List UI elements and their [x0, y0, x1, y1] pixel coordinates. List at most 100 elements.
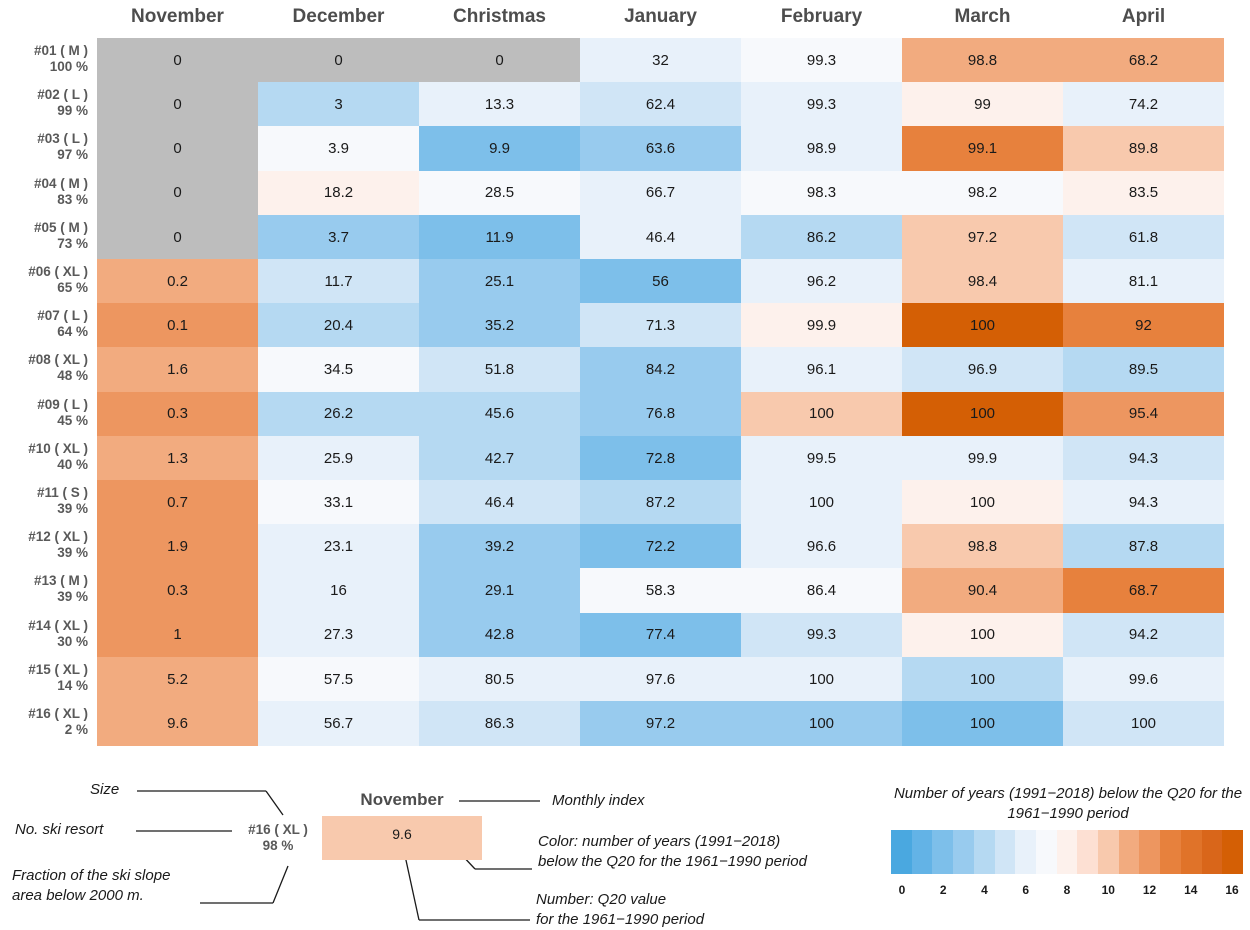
- colorbar-tick-label: 4: [981, 883, 988, 897]
- legend-number-desc: Number: Q20 value for the 1961−1990 peri…: [536, 891, 705, 928]
- heatmap-cell: 68.2: [1063, 38, 1224, 83]
- colorbar-swatch: [1035, 830, 1057, 874]
- resort-id: #05 ( M ): [33, 219, 88, 235]
- heatmap-cell: 32: [580, 38, 741, 83]
- colorbar-swatch: [932, 830, 954, 874]
- heatmap-cell: 1.3: [97, 435, 258, 481]
- heatmap-cell: 23.1: [258, 524, 419, 569]
- heatmap-cell: 3.9: [258, 126, 419, 172]
- heatmap-cell: 62.4: [580, 82, 741, 127]
- heatmap-cell: 98.9: [741, 126, 902, 172]
- column-header: November: [131, 6, 224, 27]
- heatmap-cell: 100: [902, 391, 1063, 437]
- row-label: #03 ( L ) 97 %: [0, 131, 88, 163]
- heatmap-cell: 89.5: [1063, 347, 1224, 393]
- legend-example-value: 9.6: [392, 826, 412, 842]
- resort-id: #07 ( L ): [37, 308, 88, 324]
- heatmap-cell: 96.1: [741, 347, 902, 393]
- heatmap-cell: 20.4: [258, 303, 419, 348]
- resort-id: #11 ( S ): [36, 485, 88, 500]
- row-label: #13 ( M ) 39 %: [0, 573, 88, 605]
- row-label: #09 ( L ) 45 %: [0, 397, 88, 429]
- row-label: #02 ( L ) 99 %: [0, 87, 88, 119]
- heatmap-cell: 25.9: [258, 435, 419, 481]
- slope-fraction: 99 %: [57, 103, 88, 119]
- heatmap-cell: 28.5: [419, 170, 580, 216]
- heatmap-cell: 33.1: [258, 480, 419, 525]
- heatmap-cell: 94.2: [1063, 612, 1224, 658]
- heatmap-cell: 39.2: [419, 524, 580, 569]
- colorbar-swatch: [1015, 830, 1036, 874]
- resort-id: #10 ( XL ): [28, 440, 88, 456]
- legend-example-id: #16 ( XL ): [248, 822, 308, 837]
- heatmap-cell: 58.3: [580, 568, 741, 614]
- legend-color-desc: Color: number of years (1991−2018) below…: [538, 833, 807, 870]
- colorbar-swatch: [1098, 830, 1119, 874]
- heatmap-cell: 0: [97, 214, 258, 260]
- row-label: #01 ( M ) 100 %: [0, 43, 88, 75]
- heatmap-cell: 87.2: [580, 480, 741, 525]
- heatmap-cell: 71.3: [580, 303, 741, 348]
- slope-fraction: 83 %: [57, 191, 88, 207]
- heatmap-cell: 99.9: [902, 435, 1063, 481]
- heatmap-cell: 98.8: [902, 524, 1063, 569]
- heatmap-cell: 34.5: [258, 347, 419, 393]
- heatmap-cell: 100: [741, 701, 902, 746]
- heatmap-cell: 0.7: [97, 480, 258, 525]
- heatmap-cell: 46.4: [580, 214, 741, 260]
- heatmap-cell: 96.9: [902, 347, 1063, 393]
- heatmap-cell: 0: [258, 38, 419, 83]
- slope-fraction: 30 %: [57, 633, 88, 649]
- colorbar: [891, 830, 1243, 874]
- colorbar-swatch: [973, 830, 995, 874]
- colorbar-tick-label: 10: [1101, 883, 1115, 897]
- row-label: #05 ( M ) 73 %: [0, 220, 88, 252]
- heatmap-cell: 72.8: [580, 435, 741, 481]
- legend-resort-label: No. ski resort: [15, 821, 104, 838]
- heatmap-cell: 13.3: [419, 82, 580, 127]
- colorbar-tick-label: 0: [898, 883, 906, 897]
- heatmap-cell: 76.8: [580, 391, 741, 437]
- column-header: March: [954, 6, 1011, 27]
- row-label: #04 ( M ) 83 %: [0, 176, 88, 208]
- heatmap-cell: 9.6: [97, 701, 258, 746]
- heatmap-cell: 3.7: [258, 214, 419, 260]
- colorbar-tick-label: 8: [1063, 883, 1071, 897]
- heatmap-cell: 83.5: [1063, 170, 1224, 216]
- legend-example-row-label: #16 ( XL ) 98 %: [236, 822, 320, 854]
- heatmap-cell: 16: [258, 568, 419, 614]
- heatmap-cell: 0: [97, 38, 258, 83]
- slope-fraction: 97 %: [57, 147, 88, 163]
- heatmap-cell: 100: [741, 391, 902, 437]
- heatmap-cell: 11.7: [258, 259, 419, 304]
- heatmap-cell: 35.2: [419, 303, 580, 348]
- row-label: #06 ( XL ) 65 %: [0, 264, 88, 296]
- heatmap-cell: 99.1: [902, 126, 1063, 172]
- heatmap-cell: 94.3: [1063, 435, 1224, 481]
- heatmap-cell: 29.1: [419, 568, 580, 614]
- colorbar-swatch: [953, 830, 974, 874]
- heatmap-cell: 99: [902, 82, 1063, 127]
- colorbar-swatch: [1118, 830, 1140, 874]
- legend-fraction-label: Fraction of the ski slope area below 200…: [12, 867, 171, 904]
- heatmap-cell: 96.6: [741, 524, 902, 569]
- heatmap-cell: 100: [902, 701, 1063, 746]
- resort-id: #02 ( L ): [37, 87, 88, 103]
- row-label: #16 ( XL ) 2 %: [0, 706, 88, 738]
- heatmap-cell: 90.4: [902, 568, 1063, 614]
- heatmap-cell: 74.2: [1063, 82, 1224, 127]
- slope-fraction: 39 %: [57, 501, 88, 516]
- heatmap-cell: 1.9: [97, 524, 258, 569]
- column-header: April: [1121, 6, 1166, 27]
- colorbar-swatch: [994, 830, 1016, 874]
- resort-id: #14 ( XL ): [28, 617, 88, 633]
- legend-example-cell: 9.6: [322, 816, 482, 860]
- row-label: #07 ( L ) 64 %: [0, 308, 88, 340]
- legend-monthly-index-label: Monthly index: [552, 792, 645, 809]
- heatmap-cell: 99.3: [741, 612, 902, 658]
- heatmap-cell: 0.3: [97, 568, 258, 614]
- slope-fraction: 2 %: [64, 722, 88, 737]
- heatmap-cell: 42.8: [419, 612, 580, 658]
- heatmap-cell: 63.6: [580, 126, 741, 172]
- heatmap-cell: 100: [1063, 701, 1224, 746]
